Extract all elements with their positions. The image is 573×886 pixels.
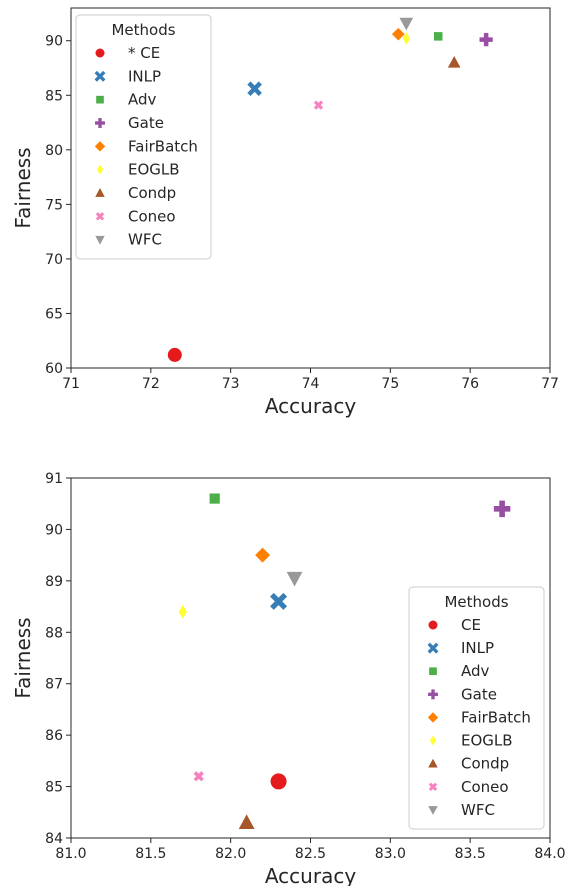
y-tick-label: 86 (45, 728, 63, 744)
legend-entry-inlp: INLP (128, 67, 161, 85)
y-tick-label: 80 (45, 143, 63, 159)
legend-box (75, 14, 212, 260)
x-tick-label: 72 (142, 376, 160, 392)
y-tick-label: 85 (45, 780, 63, 796)
point-ce (167, 347, 182, 362)
legend-entry-ce: CE (461, 616, 481, 634)
legend-marker-eoglb (96, 164, 104, 175)
legend-marker-gate (428, 689, 438, 700)
x-tick-label: 75 (381, 376, 399, 392)
y-tick-label: 65 (45, 306, 63, 322)
y-tick-label: 89 (45, 574, 63, 590)
x-tick-label: 73 (222, 376, 240, 392)
point-adv (433, 32, 443, 41)
point-eoglb (402, 32, 411, 45)
legend: Methods CE INLP Adv Gate FairBatch EOGLB Condp C… (408, 586, 545, 830)
x-tick-label: 81.0 (55, 846, 86, 862)
y-tick-label: 87 (45, 677, 63, 693)
x-tick-label: 81.5 (135, 846, 166, 862)
legend-marker-coneo (95, 212, 105, 221)
y-tick-label: 91 (45, 471, 63, 487)
y-tick-label: 75 (45, 197, 63, 213)
x-tick-label: 84.0 (534, 846, 565, 862)
point-gate (479, 33, 493, 47)
legend-marker-eoglb (429, 735, 437, 746)
x-axis-label: Accuracy (265, 394, 356, 418)
x-tick-label: 76 (461, 376, 479, 392)
y-tick-label: 88 (45, 625, 63, 641)
x-tick-label: 77 (541, 376, 559, 392)
point-fairbatch (255, 547, 271, 563)
legend-entry-fairbatch: FairBatch (128, 137, 198, 155)
x-tick-label: 82.5 (295, 846, 326, 862)
legend-entry-adv: Adv (461, 662, 490, 680)
point-wfc (399, 17, 414, 31)
point-condp (447, 55, 461, 68)
x-axis-label: Accuracy (265, 864, 356, 886)
legend-marker-condp (95, 188, 105, 197)
legend-marker-inlp (427, 642, 439, 654)
legend-marker-ce (95, 48, 105, 58)
legend-marker-fairbatch (427, 712, 439, 723)
legend-marker-adv (429, 667, 437, 676)
legend-title: Methods (111, 21, 175, 39)
point-gate (493, 500, 511, 518)
chart-bottom: 81.0 81.5 82.0 82.5 83.0 83.5 84.0 84 85 86 87 88 89… (11, 471, 566, 886)
x-tick-label: 83.0 (375, 846, 406, 862)
legend-marker-wfc (428, 806, 438, 815)
legend-entry-gate: Gate (461, 685, 497, 703)
point-eoglb (178, 605, 187, 619)
legend-marker-ce (428, 620, 438, 630)
legend-entry-gate: Gate (128, 114, 164, 132)
legend-entry-inlp: INLP (461, 639, 494, 657)
y-tick-label: 60 (45, 361, 63, 377)
legend-entry-eoglb: EOGLB (128, 161, 180, 179)
point-ce (270, 773, 287, 790)
point-condp (238, 814, 255, 829)
legend-marker-adv (96, 95, 104, 104)
legend-box (408, 586, 545, 830)
y-tick-label: 90 (45, 34, 63, 50)
legend-entry-condp: Condp (128, 184, 176, 202)
x-tick-label: 74 (302, 376, 320, 392)
point-adv (209, 493, 220, 504)
legend-entry-coneo: Coneo (128, 207, 176, 225)
legend-marker-wfc (95, 235, 105, 245)
legend: Methods * CE INLP Adv Gate FairBatch EOGLB Cond… (75, 14, 212, 260)
x-tick-label: 71 (62, 376, 80, 392)
legend-marker-coneo (428, 782, 438, 791)
legend-entry-ce: * CE (128, 44, 160, 62)
y-tick-label: 90 (45, 522, 63, 538)
point-inlp (270, 592, 288, 610)
point-wfc (286, 571, 303, 587)
legend-marker-gate (95, 118, 105, 128)
legend-entry-wfc: WFC (461, 801, 495, 819)
legend-entry-wfc: WFC (128, 231, 162, 249)
y-axis-label: Fairness (11, 617, 35, 698)
legend-entry-eoglb: EOGLB (461, 732, 513, 750)
legend-entry-coneo: Coneo (461, 778, 509, 796)
y-tick-label: 84 (45, 831, 63, 847)
legend-marker-fairbatch (94, 141, 106, 152)
legend-marker-inlp (94, 70, 106, 82)
x-tick-label: 83.5 (455, 846, 486, 862)
chart-top: 71 72 73 74 75 76 77 60 65 70 75 80 85 90 Accuracy Fair… (11, 7, 559, 418)
legend-entry-condp: Condp (461, 755, 509, 773)
y-tick-label: 85 (45, 88, 63, 104)
point-coneo (193, 771, 204, 782)
point-fairbatch (391, 27, 405, 41)
legend-entry-adv: Adv (128, 91, 157, 109)
y-tick-label: 70 (45, 252, 63, 268)
x-tick-label: 82.0 (215, 846, 246, 862)
legend-entry-fairbatch: FairBatch (461, 708, 531, 726)
legend-marker-condp (428, 758, 438, 768)
point-coneo (313, 100, 324, 110)
legend-title: Methods (444, 593, 508, 611)
y-axis-label: Fairness (11, 147, 35, 228)
point-inlp (247, 81, 262, 97)
